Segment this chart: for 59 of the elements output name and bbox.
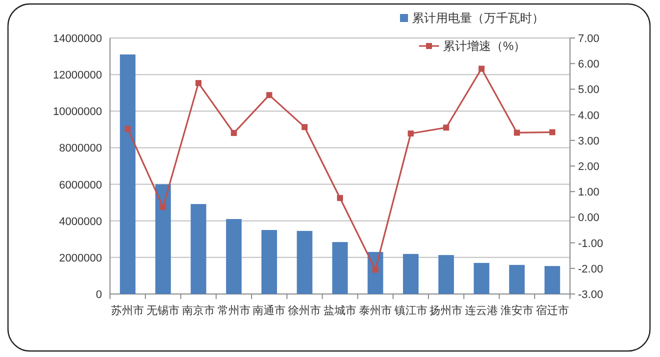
bar [438,255,454,294]
y2-tick-label: 4.00 [578,110,600,122]
y2-tick-label: 2.00 [578,161,600,173]
point [337,195,343,201]
y2-tick-label: 5.00 [578,84,600,96]
point [514,130,520,136]
point [230,130,237,136]
y-tick-label: 6000000 [59,179,102,192]
y2-tick-label: -3.00 [578,289,604,301]
point [124,126,131,132]
bar [296,230,312,294]
y2-tick-label: 6.00 [578,58,600,71]
bar [402,254,419,294]
bar [509,264,525,294]
bar [190,204,206,294]
bar [261,230,278,294]
x-tick-label: 镇江市 [393,304,428,317]
x-tick-label: 南京市 [182,304,215,317]
bar [226,219,242,294]
y2-tick-label: 0.00 [578,212,600,224]
point [302,124,308,130]
x-tick-label: 连云港 [465,304,498,317]
bar [332,242,348,294]
y2-tick-label: 7.00 [578,33,600,45]
legend-label: 累计增速（%） [443,39,526,53]
point [372,266,378,273]
x-tick-label: 宿迁市 [536,304,569,317]
bar [544,266,560,294]
point [443,124,450,131]
x-tick-label: 南通市 [252,304,286,317]
y2-tick-label: -2.00 [578,263,604,276]
y-tick-label: 12000000 [53,70,102,82]
point [549,129,556,136]
point [266,92,272,98]
x-tick-label: 淮安市 [500,304,534,317]
x-tick-label: 扬州市 [430,304,463,317]
x-tick-label: 无锡市 [146,304,180,317]
bar [120,54,136,294]
y-tick-label: 4000000 [59,216,102,228]
y-tick-label: 2000000 [59,252,102,264]
y-tick-label: 8000000 [59,142,102,155]
legend-label: 累计用电量（万千瓦时） [412,11,544,25]
point [160,204,166,210]
x-tick-label: 常州市 [217,304,250,317]
bar [155,184,171,294]
x-tick-label: 泰州市 [358,304,392,317]
y2-tick-label: 3.00 [578,135,600,148]
point [408,130,414,136]
y-tick-label: 14000000 [53,33,102,45]
x-tick-label: 盐城市 [324,304,356,317]
y2-tick-label: 1.00 [578,186,600,199]
x-tick-label: 徐州市 [288,304,322,317]
point [478,66,485,72]
x-tick-label: 苏州市 [111,304,144,317]
y2-tick-label: -1.00 [578,238,604,250]
y-tick-label: 10000000 [53,106,102,118]
bar [474,262,490,294]
point [195,80,202,86]
y-tick-label: 0 [96,289,102,301]
